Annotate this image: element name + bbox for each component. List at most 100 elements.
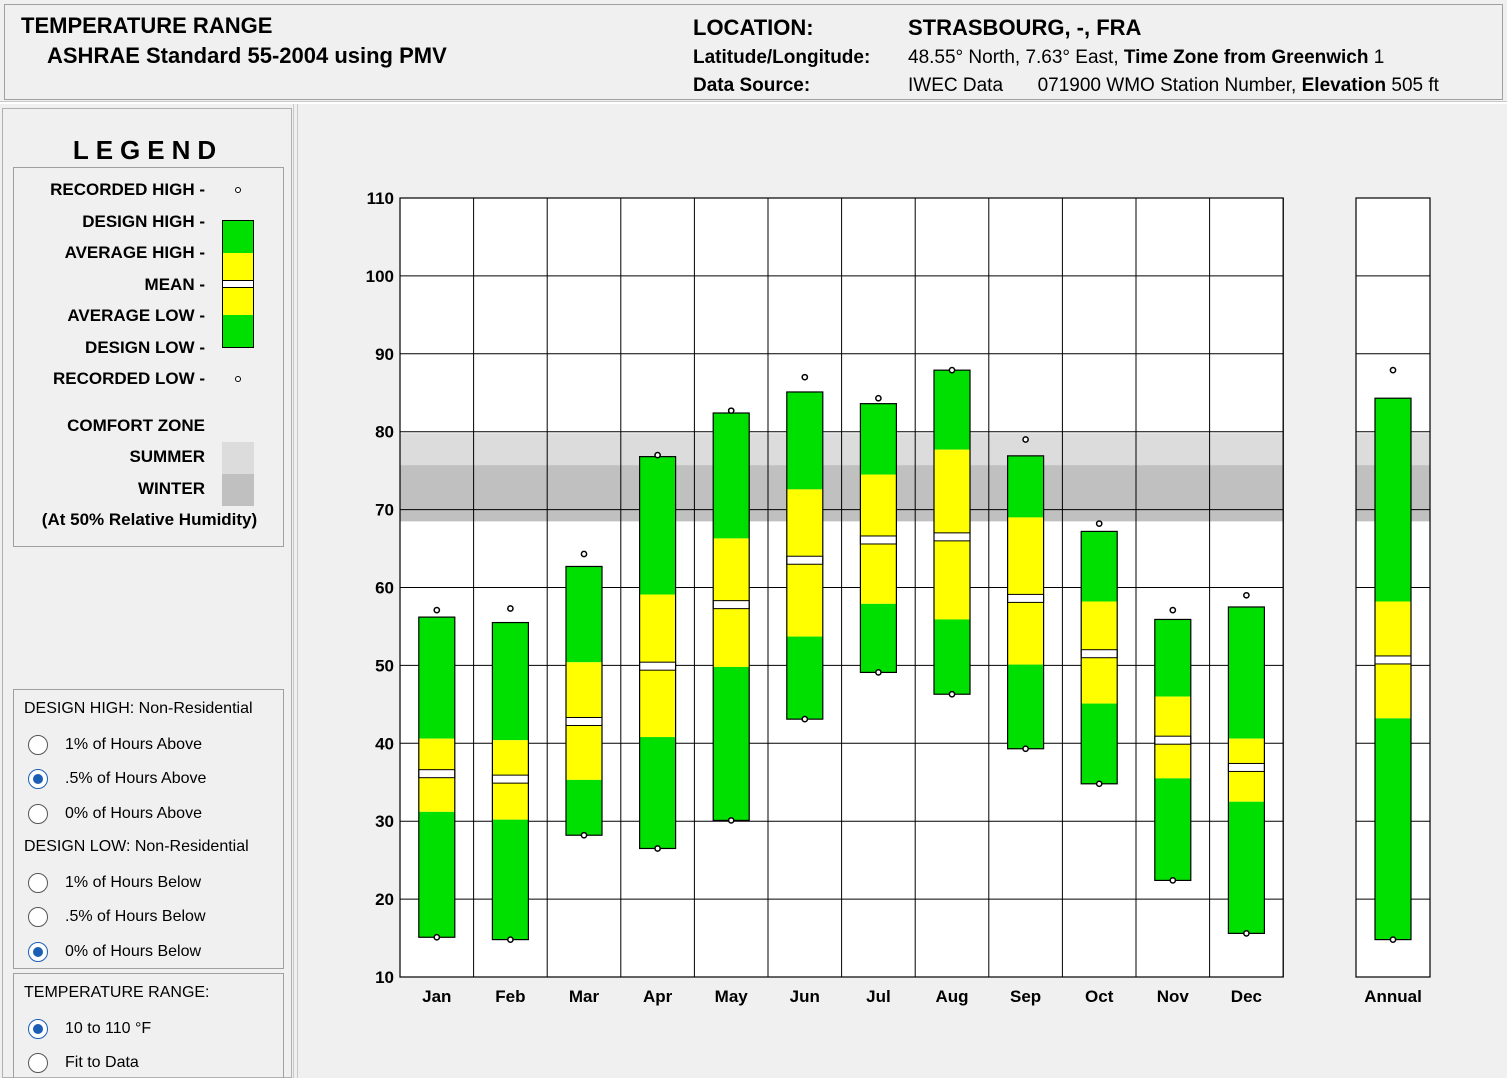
x-tick-label: Annual: [1364, 987, 1422, 1006]
y-tick-label: 70: [375, 501, 394, 520]
y-tick-label: 100: [366, 267, 394, 286]
legend-humidity-note: (At 50% Relative Humidity): [41, 510, 258, 529]
bar-design-low-segment: [786, 636, 823, 720]
legend-swatch-design-high: [223, 221, 253, 253]
legend-box: RECORDED HIGH - DESIGN HIGH - AVERAGE HI…: [13, 167, 284, 547]
bar-mean-marker: [933, 532, 971, 542]
recorded-low-point: [1243, 930, 1250, 937]
recorded-low-point: [433, 933, 441, 941]
legend-average-low: AVERAGE LOW -: [67, 306, 205, 325]
latlong-label: Latitude/Longitude:: [693, 47, 871, 68]
location-label: LOCATION:: [693, 15, 814, 40]
bar-design-high-segment: [786, 391, 823, 490]
design-high-option-1pct[interactable]: 1% of Hours Above: [28, 734, 202, 756]
recorded-low-point: [948, 690, 956, 698]
radio-selected-icon[interactable]: [28, 942, 48, 962]
legend-swatch-mean: [223, 280, 253, 288]
recorded-high-dot-icon: [235, 187, 241, 193]
legend-recorded-low: RECORDED LOW -: [52, 369, 205, 388]
recorded-low-point: [1022, 745, 1029, 753]
bar-design-high-segment: [1228, 606, 1265, 739]
legend-recorded-high: RECORDED HIGH -: [50, 180, 205, 199]
bar-design-high-segment: [860, 403, 897, 475]
plot-frame: [1355, 197, 1431, 978]
range-option-fit[interactable]: Fit to Data: [28, 1052, 139, 1074]
radio-selected-icon[interactable]: [28, 769, 48, 789]
recorded-high-point: [1095, 520, 1103, 527]
y-tick-label: 30: [375, 812, 394, 831]
legend-title: LEGEND: [72, 135, 224, 165]
bar-design-high-segment: [1154, 619, 1191, 697]
legend-design-low: DESIGN LOW -: [85, 338, 205, 357]
legend-average-high: AVERAGE HIGH -: [64, 243, 205, 262]
radio-icon[interactable]: [28, 873, 48, 893]
x-tick-label: Jun: [790, 987, 820, 1006]
recorded-low-point: [654, 845, 661, 852]
recorded-low-point: [580, 831, 588, 839]
elevation-value: 505 ft: [1391, 75, 1439, 96]
recorded-low-point: [507, 936, 514, 943]
plot-frame: [399, 197, 1284, 978]
bar-design-low-segment: [1154, 778, 1191, 881]
legend-swatch-average-high: [223, 253, 253, 280]
bar-average-segment: [1007, 517, 1044, 665]
design-options-box: DESIGN HIGH: Non-Residential 1% of Hours…: [13, 689, 284, 969]
option-label: 0% of Hours Above: [65, 805, 202, 822]
design-high-option-05pct[interactable]: .5% of Hours Above: [28, 768, 206, 790]
design-low-option-05pct[interactable]: .5% of Hours Below: [28, 906, 206, 928]
radio-icon[interactable]: [28, 907, 48, 927]
bar-mean-marker: [639, 661, 677, 671]
design-low-option-1pct[interactable]: 1% of Hours Below: [28, 872, 201, 894]
source-value: IWEC Data: [908, 75, 1004, 96]
bar-mean-marker: [1374, 655, 1412, 665]
winter-zone-swatch: [222, 474, 254, 506]
radio-icon[interactable]: [28, 1053, 48, 1073]
option-label: 0% of Hours Below: [65, 943, 202, 960]
recorded-low-point: [1095, 780, 1103, 788]
recorded-high-point: [433, 606, 441, 614]
latlong-line: 48.55° North, 7.63° East, Time Zone from…: [908, 47, 1384, 69]
timezone-value: 1: [1373, 47, 1385, 68]
y-tick-label: 60: [375, 579, 394, 598]
x-tick-label: May: [715, 987, 749, 1006]
radio-icon[interactable]: [28, 735, 48, 755]
timezone-label: Time Zone from Greenwich: [1123, 47, 1369, 68]
recorded-low-point: [727, 817, 735, 824]
legend-bar-swatch: [222, 220, 254, 348]
option-label: .5% of Hours Below: [65, 908, 206, 925]
station-value: 071900 WMO Station Number,: [1037, 75, 1297, 96]
legend-design-high: DESIGN HIGH -: [82, 212, 205, 231]
x-tick-label: Sep: [1010, 987, 1041, 1006]
bar-mean-marker: [1154, 735, 1192, 745]
option-label: Fit to Data: [65, 1054, 139, 1071]
bar-design-low-segment: [639, 737, 676, 849]
temperature-range-chart: 10 20 30 40 50 60 70 80 90 100 110 Jan Feb Mar Apr May J…: [366, 189, 1431, 1006]
legend-winter: WINTER: [137, 479, 205, 498]
bar-mean-marker: [1007, 593, 1045, 603]
bar-mean-marker: [1080, 649, 1118, 659]
y-tick-label: 110: [367, 189, 394, 208]
recorded-high-point: [1243, 591, 1250, 599]
y-tick-label: 10: [375, 968, 394, 987]
recorded-low-point: [1389, 936, 1397, 943]
x-tick-label: Dec: [1231, 987, 1262, 1006]
y-tick-label: 40: [375, 734, 394, 753]
elevation-label: Elevation: [1301, 75, 1387, 96]
recorded-low-dot-icon: [235, 376, 241, 382]
horizontal-divider[interactable]: [0, 101, 1507, 104]
vertical-divider[interactable]: [293, 104, 298, 1078]
bar-design-high-segment: [1375, 398, 1411, 602]
range-heading: TEMPERATURE RANGE:: [24, 984, 210, 1001]
radio-selected-icon[interactable]: [28, 1019, 48, 1039]
recorded-high-point: [1022, 436, 1029, 443]
y-tick-label: 80: [375, 423, 394, 442]
radio-icon[interactable]: [28, 804, 48, 824]
design-high-option-0pct[interactable]: 0% of Hours Above: [28, 803, 202, 825]
range-option-10-110[interactable]: 10 to 110 °F: [28, 1018, 151, 1040]
bar-mean-marker: [418, 769, 456, 779]
bar-design-low-segment: [418, 811, 455, 938]
bar-mean-marker: [712, 600, 750, 610]
design-low-option-0pct[interactable]: 0% of Hours Below: [28, 941, 201, 963]
header-panel: TEMPERATURE RANGE ASHRAE Standard 55-200…: [4, 4, 1503, 100]
recorded-low-point: [1169, 877, 1177, 884]
